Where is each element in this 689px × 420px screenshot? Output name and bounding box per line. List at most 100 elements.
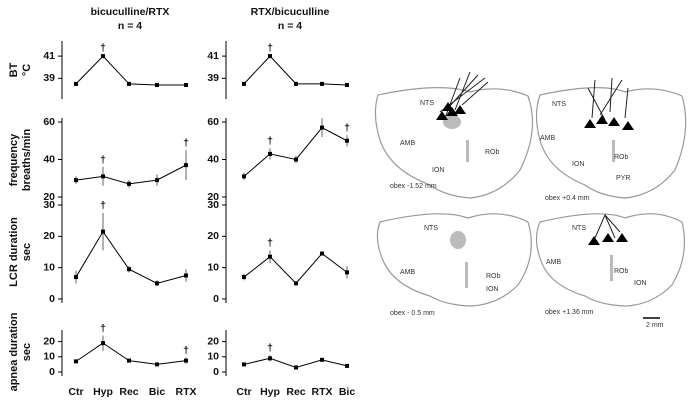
- significance: †: [267, 135, 273, 147]
- line: [243, 252, 348, 285]
- significance: †: [344, 122, 350, 134]
- point: [155, 281, 159, 286]
- brainstem-sections: NTS AMB ION ROb obex -1.52 mm NTS AMB IO…: [374, 71, 687, 329]
- caption: obex +0.4 mm: [545, 195, 590, 202]
- caption: obex -1.52 mm: [390, 183, 437, 190]
- y-axis-label: BT: [8, 62, 20, 77]
- point: [74, 81, 78, 86]
- y-tick-label: 10: [207, 261, 219, 273]
- label: ROb: [485, 149, 500, 156]
- significance: †: [100, 42, 106, 54]
- y-tick-label: 40: [43, 153, 55, 165]
- point: [320, 251, 324, 256]
- outline: [374, 87, 534, 199]
- y-tick-label: 20: [207, 335, 219, 347]
- x-tick-label: Hyp: [260, 386, 280, 398]
- y-axis-label: frequency: [8, 133, 20, 186]
- outline: [535, 87, 687, 199]
- label: ION: [432, 167, 444, 174]
- point: [268, 254, 272, 259]
- scale-label: 2 mm: [646, 322, 664, 329]
- label: AMB: [400, 269, 416, 276]
- label: ROb: [614, 268, 629, 275]
- point: [320, 357, 324, 362]
- point: [101, 174, 105, 179]
- point: [101, 341, 105, 346]
- point: [294, 157, 298, 162]
- y-tick-label: 10: [43, 351, 55, 363]
- point: [242, 81, 246, 86]
- significance: †: [100, 154, 106, 166]
- line: [75, 55, 186, 86]
- y-tick-label: 20: [43, 230, 55, 242]
- chart-title: RTX/bicuculline: [251, 6, 330, 18]
- label: ION: [486, 286, 498, 293]
- y-tick-label: 39: [207, 72, 219, 84]
- label: AMB: [540, 135, 556, 142]
- point: [127, 181, 131, 186]
- y-tick-label: 20: [43, 335, 55, 347]
- point: [101, 229, 105, 234]
- label: NTS: [572, 225, 586, 232]
- label: NTS: [552, 101, 566, 108]
- label: ROb: [614, 154, 629, 161]
- point: [345, 138, 349, 143]
- y-axis-label: breaths/min: [21, 129, 33, 192]
- point: [242, 275, 246, 280]
- outline: [376, 213, 532, 307]
- point: [242, 362, 246, 367]
- x-tick-label: Rec: [119, 386, 138, 398]
- chart-subtitle: n = 4: [278, 20, 302, 32]
- x-tick-label: Hyp: [93, 386, 113, 398]
- y-tick-label: 60: [207, 116, 219, 128]
- significance: †: [183, 137, 189, 149]
- y-tick-label: 10: [43, 261, 55, 273]
- chart-title: bicuculline/RTX: [91, 6, 170, 18]
- x-tick-label: Rec: [286, 386, 305, 398]
- y-tick-label: 0: [213, 366, 219, 378]
- y-tick-label: 0: [49, 366, 55, 378]
- point: [268, 356, 272, 361]
- point: [74, 275, 78, 280]
- y-tick-label: 60: [43, 116, 55, 128]
- significance: †: [183, 344, 189, 356]
- label: AMB: [400, 140, 416, 147]
- y-tick-label: 10: [207, 351, 219, 363]
- line: [75, 164, 187, 185]
- y-axis-label: LCR duration: [8, 217, 20, 287]
- point: [155, 83, 159, 87]
- x-tick-label: RTX: [176, 386, 197, 398]
- significance: †: [267, 42, 273, 54]
- arrows: [439, 71, 489, 119]
- nucleus: [465, 262, 468, 288]
- point: [345, 83, 349, 87]
- point: [294, 365, 298, 370]
- y-axis-label: apnea duration: [8, 312, 20, 391]
- caption: obex - 0.5 mm: [390, 310, 435, 317]
- point: [345, 270, 349, 275]
- label: ROb: [486, 273, 501, 280]
- significance: †: [100, 322, 106, 334]
- point: [268, 54, 272, 59]
- triangles: [584, 115, 634, 130]
- point: [155, 178, 159, 183]
- point: [294, 281, 298, 286]
- point: [74, 359, 78, 364]
- y-axis-label: °C: [21, 64, 33, 76]
- point: [184, 83, 188, 87]
- x-tick-label: Bic: [339, 386, 356, 398]
- y-tick-label: 20: [43, 191, 55, 203]
- chart-subtitle: n = 4: [118, 20, 142, 32]
- triangles: [588, 233, 628, 245]
- point: [155, 362, 159, 367]
- x-tick-label: Ctr: [68, 386, 83, 398]
- label: ION: [634, 280, 646, 287]
- point: [184, 163, 188, 168]
- y-tick-label: 39: [43, 72, 55, 84]
- label: NTS: [420, 100, 434, 107]
- arrows: [594, 213, 621, 239]
- nucleus: [450, 231, 466, 249]
- nucleus: [610, 255, 613, 281]
- point: [184, 358, 188, 363]
- line: [75, 230, 187, 284]
